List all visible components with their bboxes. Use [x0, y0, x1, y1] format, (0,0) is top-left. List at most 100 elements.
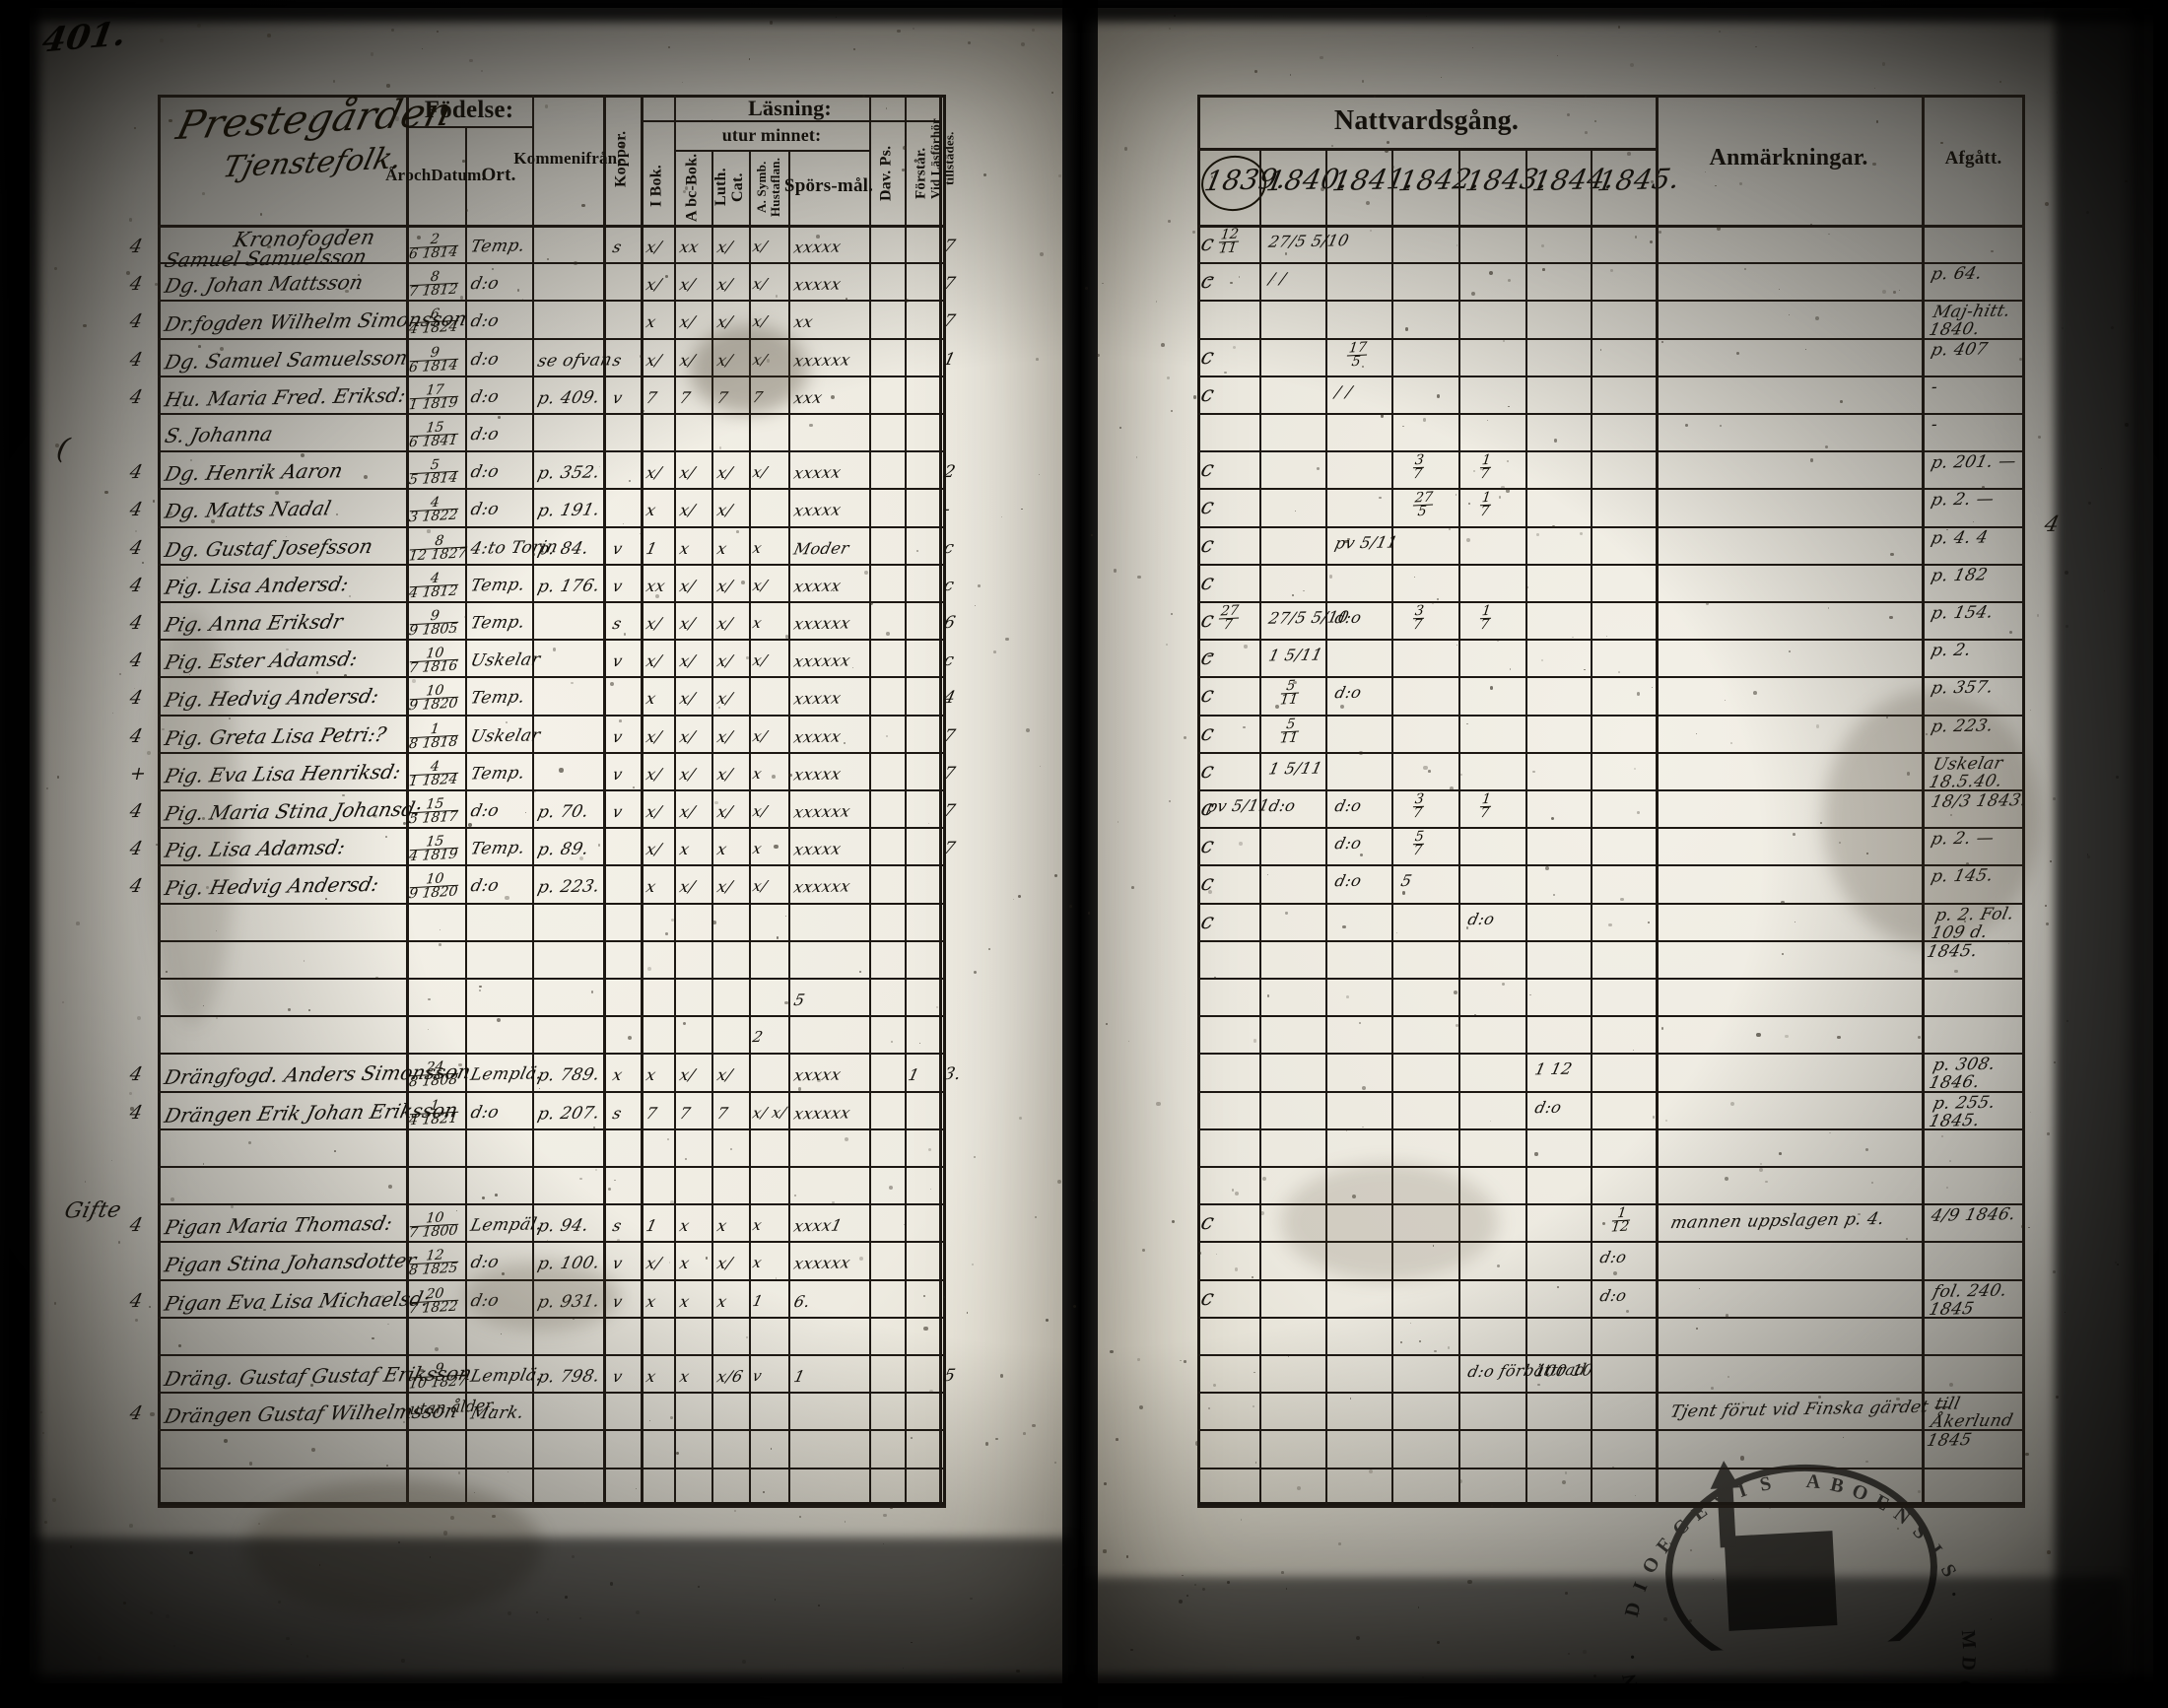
- nattvard-0-1: 27/5 5/10: [1266, 231, 1351, 251]
- nattvard-26-6: 1 12: [1610, 1204, 1632, 1236]
- row-date-28: 20 7 1822: [408, 1285, 460, 1317]
- row-ort-14: Temp.: [468, 763, 527, 785]
- row-sporsmal-16: xxxxx: [791, 839, 844, 859]
- afgatt-3: p. 407: [1929, 339, 1991, 361]
- header-ar-och-datum: År och Datum.: [385, 165, 486, 184]
- header-lasning: Läsning:: [748, 96, 832, 121]
- nattvard-16-2: d:o: [1332, 833, 1364, 854]
- row-sporsmal-15: xxxxxx: [791, 801, 852, 822]
- row-date-27: 12 8 1825: [408, 1247, 460, 1279]
- row-sporsmal-0: xxxxx: [791, 237, 844, 257]
- row-date-26: 10 7 1800: [408, 1209, 460, 1242]
- row-ort-30: Lemplä.: [468, 1365, 545, 1387]
- row-date-15: 15 5 1817: [408, 795, 460, 828]
- nattvard-7-3: 27 5: [1412, 489, 1435, 520]
- row-name-0: Samuel Samuelsson: [162, 244, 370, 272]
- row-ifran-7: p. 191.: [535, 500, 602, 521]
- afgatt-31: till Åkerlund 1845: [1925, 1394, 2015, 1451]
- row-sporsmal-12: xxxxx: [791, 688, 844, 709]
- row-ifran-22: p. 789.: [535, 1064, 602, 1086]
- row-ort-2: d:o: [468, 311, 502, 332]
- row-sporsmal-10: xxxxxx: [791, 613, 852, 634]
- row-ifran-17: p. 223.: [535, 876, 602, 898]
- afgatt-2: Maj-hitt. 1840.: [1927, 301, 2013, 341]
- nattvard-27-6: d:o: [1597, 1248, 1629, 1267]
- row-ifran-6: p. 352.: [535, 462, 602, 484]
- row-date-4: 17 1 1819: [408, 381, 460, 413]
- afgatt-6: p. 201. —: [1929, 451, 2019, 474]
- header-luth-cat: Luth. Cat.: [712, 168, 746, 207]
- nattvard-23-5: d:o: [1532, 1097, 1564, 1117]
- row-ort-9: Temp.: [468, 575, 527, 596]
- nattvard-0-0: 12 11: [1218, 226, 1241, 257]
- nattvard-12-2: d:o: [1332, 683, 1364, 703]
- row-ort-23: d:o: [468, 1102, 502, 1123]
- row-symb-23: x/ x/: [750, 1103, 788, 1122]
- row-ort-10: Temp.: [468, 612, 527, 634]
- row-ort-16: Temp.: [468, 838, 527, 859]
- afgatt-10: p. 154.: [1929, 602, 1996, 624]
- row-ifran-23: p. 207.: [535, 1102, 602, 1125]
- afgatt-26: 4/9 1846.: [1929, 1204, 2018, 1227]
- row-date-22: 24 8 1808: [408, 1059, 460, 1091]
- header-afgatt: Afgått.: [1944, 147, 2002, 169]
- row-name-5: S. Johanna: [162, 421, 276, 448]
- nattvard-14-1: 1 5/11: [1266, 758, 1324, 779]
- header-i-bok: I Bok.: [647, 165, 665, 208]
- row-ort-11: Uskelar: [468, 649, 543, 671]
- row-ort-31: Mark.: [468, 1402, 526, 1424]
- nattvard-8-2: pv 5/11: [1332, 531, 1400, 553]
- left-table-frame: [158, 95, 946, 1505]
- row-ifran-26: p. 94.: [535, 1215, 591, 1237]
- row-ort-3: d:o: [468, 349, 502, 370]
- nattvard-30-5: 100 10: [1532, 1360, 1595, 1381]
- afgatt-1: p. 64.: [1929, 263, 1985, 285]
- book-gutter: [1062, 0, 1098, 1708]
- nattvard-28-6: d:o: [1597, 1285, 1629, 1305]
- row-sporsmal-14: xxxxx: [791, 764, 844, 785]
- afgatt-28: fol. 240. 1845: [1927, 1280, 2009, 1320]
- row-ort-6: d:o: [468, 461, 502, 483]
- row-name-28: Pigan Eva Lisa Michaelsd:: [162, 1286, 433, 1316]
- header-abc-bok: A bc-Bok.: [683, 153, 701, 222]
- row-sporsmal-22: xxxxx: [791, 1064, 844, 1085]
- row-name-26: Pigan Maria Thomasd:: [162, 1210, 395, 1240]
- nattvard-22-5: 1 12: [1532, 1059, 1575, 1079]
- row-date-17: 10 9 1820: [408, 870, 460, 903]
- row-ort-0: Temp.: [468, 236, 527, 257]
- nattvard-13-1: 5 11: [1279, 716, 1301, 746]
- row-date-8: 8 12 1827: [407, 532, 469, 564]
- header-dav-ps: Dav. Ps.: [877, 145, 895, 202]
- header-kommen-ifran: Kommen ifrån.: [513, 148, 622, 168]
- row-sporsmal-23: xxxxxx: [791, 1103, 852, 1124]
- row-date-11: 10 7 1816: [408, 645, 460, 677]
- row-date-12: 10 9 1820: [408, 682, 460, 715]
- header-a-symb-hustaflan: A. Symb. Hustaflan.: [754, 157, 782, 218]
- section-label-gifte: Gifte: [61, 1197, 124, 1224]
- row-name-6: Dg. Henrik Aaron: [162, 458, 346, 486]
- header-anmarkningar: Anmärkningar.: [1709, 145, 1868, 171]
- nattvard-3-2: 17 5: [1346, 339, 1369, 370]
- row-ort-13: Uskelar: [468, 724, 543, 747]
- header-ort: Ort.: [481, 164, 516, 185]
- row-name-9: Pig. Lisa Andersd:: [162, 572, 352, 599]
- header-utur-minnet: utur minnet:: [721, 125, 822, 146]
- afgatt-22: p. 308. 1846.: [1927, 1055, 1998, 1094]
- nattvard-18-4: d:o: [1465, 909, 1497, 928]
- nattvard-15-0: pv 5/11: [1204, 795, 1272, 816]
- nattvard-17-2: d:o: [1332, 871, 1364, 891]
- afgatt-7: p. 2. —: [1929, 489, 1997, 511]
- row-date-16: 15 4 1819: [408, 833, 460, 865]
- nattvard-10-0: 27 7: [1218, 602, 1241, 634]
- row-ort-7: d:o: [468, 500, 502, 520]
- row-name-7: Dg. Matts Nadal: [162, 496, 334, 523]
